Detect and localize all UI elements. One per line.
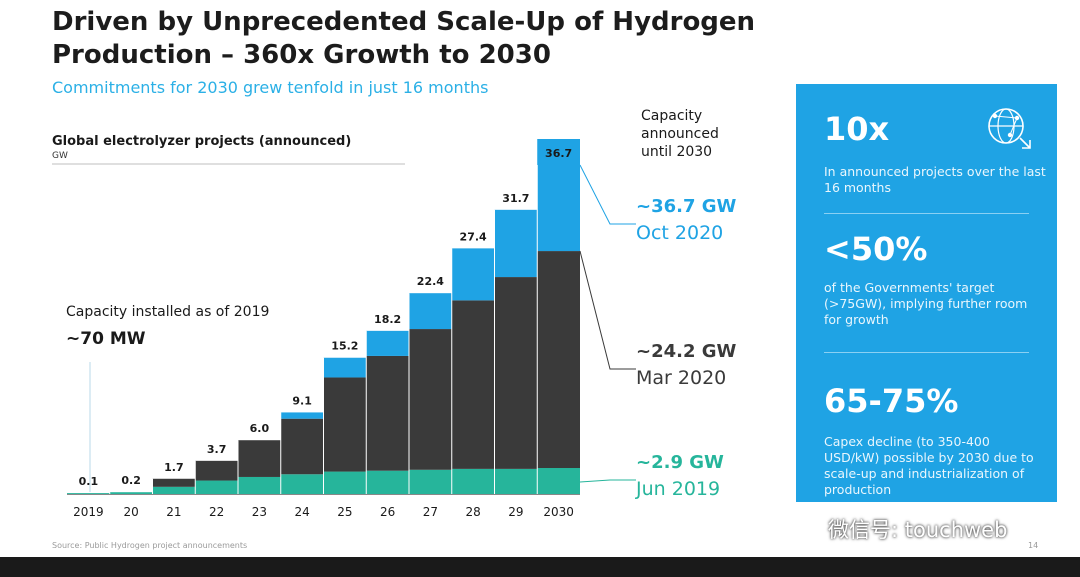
bar-segment-2 — [280, 418, 324, 475]
stat-2-value: <50% — [824, 230, 928, 268]
bar-value-label: 36.7 — [545, 147, 572, 160]
bar-segment-3 — [494, 209, 538, 278]
x-tick-label: 21 — [166, 505, 181, 519]
bar-segment-1 — [366, 470, 409, 494]
bar-segment-3 — [280, 412, 324, 419]
bar-value-label: 18.2 — [374, 313, 401, 326]
bar-value-label: 6.0 — [250, 422, 270, 435]
callout-value: ~36.7 GW — [636, 196, 737, 217]
electrolyzer-chart: Global electrolyzer projects (announced)… — [52, 108, 737, 519]
bar-segment-1 — [494, 468, 538, 494]
bar-value-label: 9.1 — [292, 394, 312, 407]
bar-value-label: 22.4 — [417, 275, 444, 288]
bar-value-label: 0.2 — [121, 474, 141, 487]
x-tick-label: 23 — [252, 505, 267, 519]
stat-1-text: In announced projects over the last 16 m… — [824, 164, 1046, 195]
bar-segment-1 — [323, 471, 367, 494]
x-tick-label: 20 — [123, 505, 138, 519]
callout-date: Mar 2020 — [636, 367, 726, 389]
stat-1-value: 10x — [824, 110, 890, 148]
callout-date: Jun 2019 — [635, 478, 720, 500]
bars-group: 0.1 2019 0.2 20 1.7 21 3.7 22 6.0 23 9.1 24 15.2 25 18… — [67, 139, 580, 519]
bar-segment-1 — [195, 480, 238, 494]
bar-segment-2 — [537, 251, 580, 469]
callout-leader-line — [579, 479, 636, 483]
bar-segment-1 — [152, 486, 196, 494]
callouts-group: ~36.7 GW Oct 2020 ~24.2 GW Mar 2020 ~2.9 GW J… — [579, 164, 737, 500]
bar-value-label: 0.1 — [79, 475, 99, 488]
slide-title: Driven by Unprecedented Scale-Up of Hydr… — [52, 7, 756, 70]
bar-segment-2 — [323, 377, 367, 472]
bar-segment-1 — [280, 474, 324, 494]
bar-segment-3 — [451, 248, 495, 301]
x-tick-label: 27 — [423, 505, 438, 519]
bar-segment-1 — [109, 492, 153, 494]
installed-value: ~70 MW — [66, 329, 146, 349]
stat-divider — [824, 352, 1029, 353]
footer-band — [0, 557, 1080, 577]
installed-label: Capacity installed as of 2019 — [66, 304, 269, 320]
bar-segment-3 — [323, 357, 367, 378]
bar-segment-1 — [451, 468, 495, 494]
stat-divider — [824, 213, 1029, 214]
bar-segment-3 — [366, 330, 409, 356]
bar-segment-2 — [238, 440, 281, 477]
bar-segment-1 — [409, 469, 452, 494]
bar-segment-1 — [238, 476, 281, 494]
globe-network-icon — [988, 108, 1031, 149]
x-tick-label: 25 — [337, 505, 352, 519]
bar-segment-3 — [537, 139, 580, 252]
watermark-text: 微信号: touchweb — [828, 518, 1008, 542]
source-note: Source: Public Hydrogen project announce… — [52, 541, 248, 550]
stats-panel: 10x In announced projects over the last … — [796, 84, 1057, 502]
wechat-icon — [793, 518, 821, 540]
watermark: 微信号: touchweb — [792, 514, 1007, 544]
x-tick-label: 22 — [209, 505, 224, 519]
x-tick-label: 2019 — [73, 505, 104, 519]
bar-segment-2 — [451, 300, 495, 469]
chart-title: Global electrolyzer projects (announced) — [52, 134, 351, 149]
bar-segment-2 — [409, 329, 452, 470]
callout-leader-line — [579, 250, 636, 370]
bar-segment-2 — [152, 478, 196, 487]
stat-3-value: 65-75% — [824, 382, 959, 420]
callout-leader-line — [579, 164, 636, 225]
bar-segment-2 — [494, 277, 538, 469]
x-tick-label: 28 — [465, 505, 480, 519]
bar-value-label: 1.7 — [164, 461, 184, 474]
slide-subtitle: Commitments for 2030 grew tenfold in jus… — [52, 78, 489, 97]
page-number: 14 — [1028, 541, 1039, 550]
chart-unit: GW — [52, 151, 68, 161]
callout-date: Oct 2020 — [636, 222, 723, 244]
x-tick-label: 2030 — [543, 505, 574, 519]
bar-segment-1 — [537, 468, 580, 494]
bar-segment-2 — [195, 460, 238, 481]
x-tick-label: 26 — [380, 505, 395, 519]
x-tick-label: 29 — [508, 505, 523, 519]
bar-segment-3 — [409, 293, 452, 330]
bar-value-label: 27.4 — [460, 230, 487, 243]
bar-segment-1 — [67, 493, 110, 494]
callout-value: ~2.9 GW — [636, 452, 724, 473]
stat-3-text: Capex decline (to 350-400 USD/kW) possib… — [824, 434, 1034, 497]
bar-value-label: 3.7 — [207, 443, 227, 456]
x-tick-label: 24 — [294, 505, 309, 519]
stat-2-text: of the Governments' target (>75GW), impl… — [824, 280, 1028, 327]
callout-value: ~24.2 GW — [636, 341, 737, 362]
bar-value-label: 31.7 — [502, 192, 529, 205]
bar-segment-2 — [366, 355, 409, 471]
bar-value-label: 15.2 — [331, 340, 358, 353]
right-header: Capacity announced until 2030 — [641, 108, 719, 160]
